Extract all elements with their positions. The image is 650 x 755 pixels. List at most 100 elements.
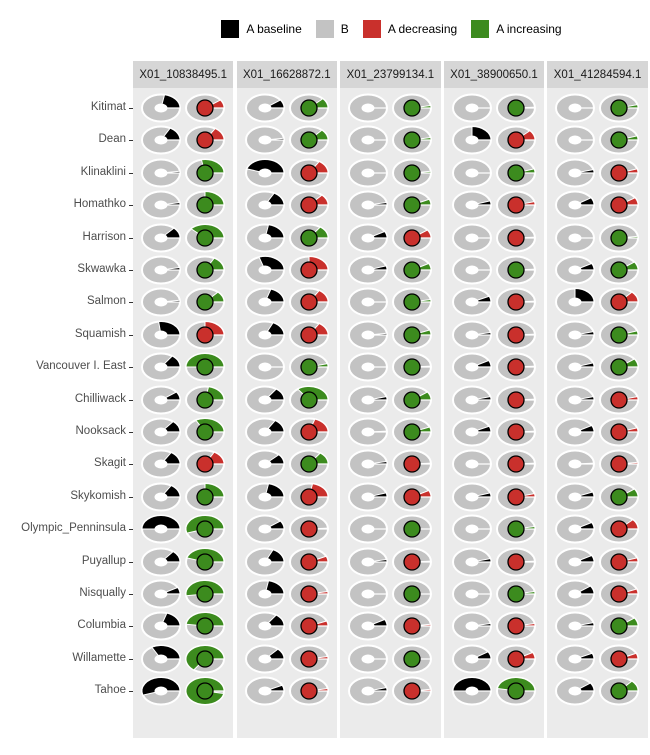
donut-hole bbox=[465, 265, 479, 275]
cell-Homathko-X01_41284594.1 bbox=[555, 190, 640, 220]
direction-dot bbox=[507, 358, 525, 376]
direction-dot bbox=[403, 488, 421, 506]
cell-Skykomish-X01_10838495.1 bbox=[141, 482, 225, 512]
axis-tick bbox=[129, 658, 133, 660]
donut-hole bbox=[154, 103, 168, 113]
cell-Olympic_Penninsula-X01_41284594.1 bbox=[555, 514, 640, 544]
facet-strip: X01_41284594.1 bbox=[547, 61, 648, 88]
direction-dot bbox=[403, 585, 421, 603]
donut-hole bbox=[154, 168, 168, 178]
axis-tick bbox=[129, 237, 133, 239]
donut-hole bbox=[361, 621, 375, 631]
donut-wedge bbox=[246, 158, 285, 174]
donut-hole bbox=[258, 103, 272, 113]
row-label: Skagit bbox=[94, 457, 126, 470]
donut-hole bbox=[258, 297, 272, 307]
cell-Olympic_Penninsula-X01_16628872.1 bbox=[244, 514, 329, 544]
cell-Skagit-X01_23799134.1 bbox=[348, 449, 433, 479]
direction-dot bbox=[507, 326, 525, 344]
direction-dot bbox=[507, 99, 525, 117]
cell-Vancouver I. East-X01_23799134.1 bbox=[348, 352, 433, 382]
direction-dot bbox=[196, 585, 214, 603]
legend-label: A baseline bbox=[246, 22, 302, 36]
cell-Homathko-X01_10838495.1 bbox=[141, 190, 225, 220]
cell-Tahoe-X01_23799134.1 bbox=[348, 676, 433, 706]
cell-Columbia-X01_23799134.1 bbox=[348, 611, 433, 641]
cell-Skagit-X01_10838495.1 bbox=[141, 449, 225, 479]
donut-hole bbox=[568, 427, 582, 437]
cell-Puyallup-X01_38900650.1 bbox=[451, 547, 536, 577]
direction-dot bbox=[196, 196, 214, 214]
direction-dot bbox=[610, 164, 629, 182]
cell-Skwawka-X01_38900650.1 bbox=[451, 255, 536, 285]
direction-dot bbox=[507, 650, 525, 668]
direction-dot bbox=[610, 682, 629, 700]
donut-hole bbox=[568, 297, 582, 307]
direction-dot bbox=[403, 261, 421, 279]
cell-Puyallup-X01_41284594.1 bbox=[555, 547, 640, 577]
cell-Squamish-X01_16628872.1 bbox=[244, 320, 329, 350]
legend-label: A decreasing bbox=[387, 22, 458, 36]
cell-Tahoe-X01_41284594.1 bbox=[555, 676, 640, 706]
donut-hole bbox=[258, 524, 272, 534]
cell-Kitimat-X01_38900650.1 bbox=[451, 93, 536, 123]
cell-Chilliwack-X01_41284594.1 bbox=[555, 385, 640, 415]
direction-dot bbox=[507, 488, 525, 506]
donut-hole bbox=[568, 265, 582, 275]
donut-hole bbox=[361, 654, 375, 664]
donut-hole bbox=[361, 168, 375, 178]
facet-strip: X01_10838495.1 bbox=[133, 61, 234, 88]
cell-Chilliwack-X01_10838495.1 bbox=[141, 385, 225, 415]
cell-Tahoe-X01_16628872.1 bbox=[244, 676, 329, 706]
direction-dot bbox=[196, 617, 214, 636]
cell-Harrison-X01_23799134.1 bbox=[348, 223, 433, 253]
donut-hole bbox=[258, 427, 272, 437]
cell-Nisqually-X01_23799134.1 bbox=[348, 579, 433, 609]
direction-dot bbox=[507, 682, 525, 700]
cell-Nooksack-X01_10838495.1 bbox=[141, 417, 225, 447]
donut-hole bbox=[465, 621, 479, 631]
donut-hole bbox=[465, 686, 479, 696]
direction-dot bbox=[196, 326, 214, 344]
legend-item: A decreasing bbox=[362, 20, 458, 38]
donut-hole bbox=[258, 589, 272, 599]
donut-hole bbox=[568, 135, 582, 145]
direction-dot bbox=[507, 390, 525, 409]
direction-dot bbox=[196, 293, 214, 312]
direction-dot bbox=[299, 455, 318, 474]
direction-dot bbox=[196, 682, 214, 700]
axis-tick bbox=[129, 626, 133, 628]
cell-Dean-X01_16628872.1 bbox=[244, 125, 329, 155]
donut-hole bbox=[361, 524, 375, 534]
direction-dot bbox=[403, 390, 421, 409]
cell-Salmon-X01_41284594.1 bbox=[555, 287, 640, 317]
direction-dot bbox=[507, 520, 525, 538]
facet-strip: X01_23799134.1 bbox=[340, 61, 441, 88]
donut-hole bbox=[568, 103, 582, 113]
donut-hole bbox=[465, 103, 479, 113]
cell-Vancouver I. East-X01_38900650.1 bbox=[451, 352, 536, 382]
cell-Vancouver I. East-X01_16628872.1 bbox=[244, 352, 329, 382]
donut-hole bbox=[154, 524, 168, 534]
donut-hole bbox=[361, 557, 375, 567]
row-label: Squamish bbox=[74, 327, 126, 340]
cell-Salmon-X01_23799134.1 bbox=[348, 287, 433, 317]
direction-dot bbox=[299, 228, 318, 247]
cell-Nooksack-X01_41284594.1 bbox=[555, 417, 640, 447]
direction-dot bbox=[610, 552, 629, 571]
donut-hole bbox=[361, 686, 375, 696]
direction-dot bbox=[610, 293, 629, 312]
direction-dot bbox=[403, 650, 421, 668]
row-label: Puyallup bbox=[81, 554, 126, 567]
cell-Skagit-X01_16628872.1 bbox=[244, 449, 329, 479]
donut-hole bbox=[465, 168, 479, 178]
direction-dot bbox=[299, 358, 318, 376]
direction-dot bbox=[403, 326, 421, 344]
cell-Kitimat-X01_16628872.1 bbox=[244, 93, 329, 123]
donut-hole bbox=[361, 233, 375, 243]
direction-dot bbox=[299, 164, 318, 182]
donut-hole bbox=[465, 427, 479, 437]
cell-Nooksack-X01_16628872.1 bbox=[244, 417, 329, 447]
cell-Skwawka-X01_41284594.1 bbox=[555, 255, 640, 285]
cell-Olympic_Penninsula-X01_10838495.1 bbox=[141, 514, 225, 544]
